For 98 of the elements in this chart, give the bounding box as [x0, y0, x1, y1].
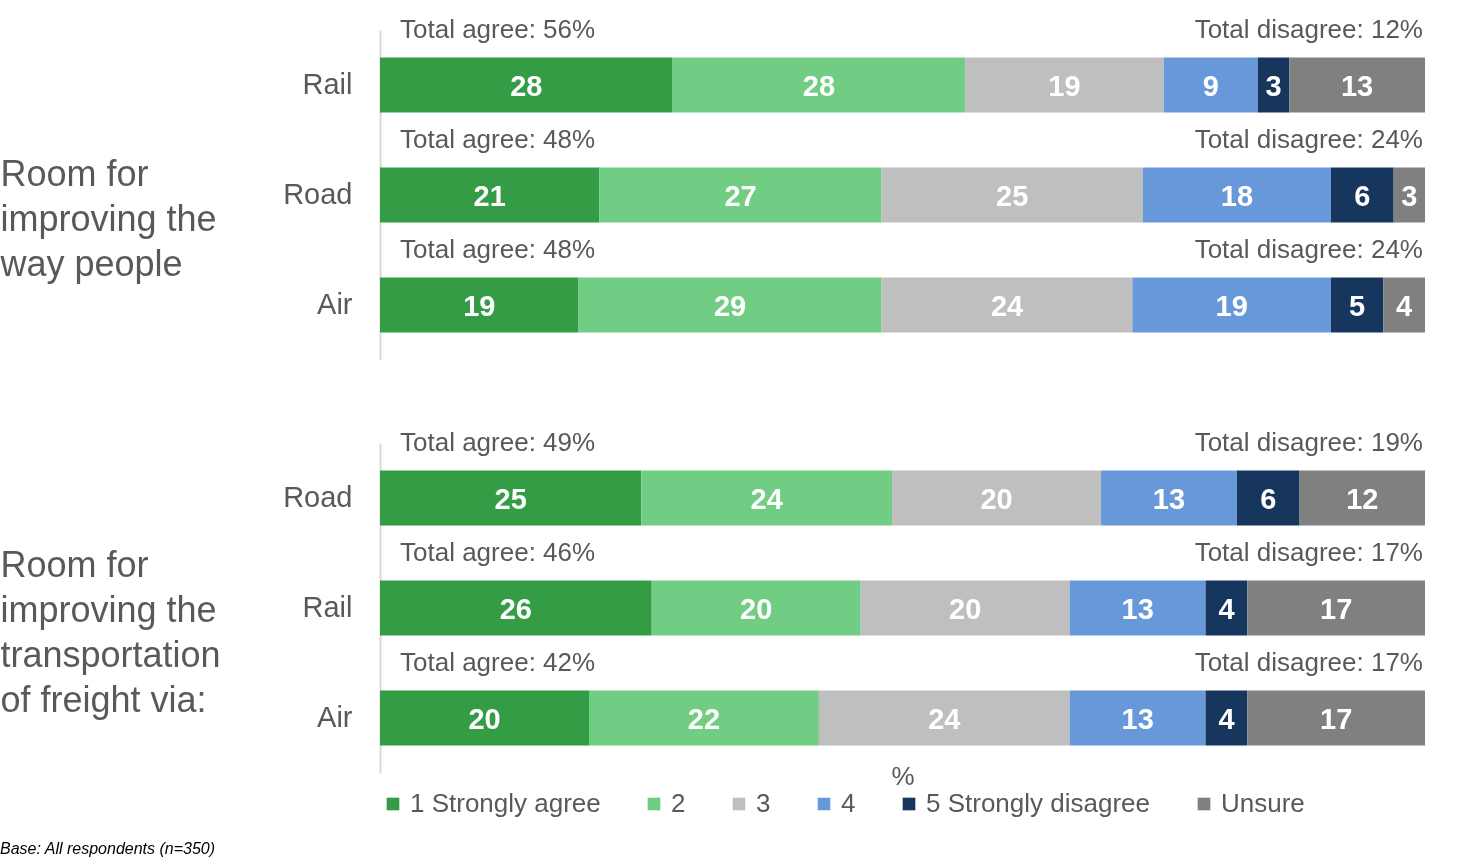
legend-label: 5 Strongly disagree	[926, 788, 1151, 818]
bar	[892, 470, 1102, 526]
annotation: Total agree: 46%	[400, 537, 596, 567]
legend-label: Unsure	[1221, 788, 1305, 818]
bar	[1163, 57, 1258, 113]
data-label: 27	[724, 180, 757, 212]
bar	[380, 690, 589, 746]
bar	[578, 277, 882, 333]
bar	[1069, 690, 1206, 746]
bar	[380, 470, 642, 526]
annotation: Total disagree: 24%	[1194, 124, 1423, 154]
bar	[672, 57, 966, 113]
bar	[641, 470, 893, 526]
data-label: 17	[1320, 703, 1353, 735]
bar	[1069, 580, 1206, 636]
legend-label: 3	[756, 788, 771, 818]
y-tick-label: Air	[317, 701, 353, 733]
annotation: Total disagree: 17%	[1194, 647, 1423, 677]
data-label: 25	[996, 180, 1029, 212]
bar	[1330, 277, 1384, 333]
data-label: 12	[1346, 483, 1379, 515]
y-tick-label: Rail	[302, 68, 353, 100]
data-label: 20	[949, 593, 982, 625]
bar	[1132, 277, 1331, 333]
y-tick-label: Rail	[302, 591, 353, 623]
data-label: 6	[1354, 180, 1371, 212]
bar	[380, 57, 673, 113]
annotation: Total agree: 48%	[400, 124, 596, 154]
legend-label: 2	[671, 788, 686, 818]
bar	[1205, 690, 1248, 746]
bar	[380, 580, 652, 636]
data-label: 17	[1320, 593, 1353, 625]
data-label: 3	[1265, 70, 1282, 102]
bar	[818, 690, 1070, 746]
bar	[1247, 580, 1425, 636]
data-label: 5	[1349, 290, 1366, 322]
bar	[1383, 277, 1425, 333]
data-label: 13	[1121, 593, 1154, 625]
data-label: 20	[740, 593, 773, 625]
legend-label: 4	[841, 788, 856, 818]
y-axis-title: Room for improving the transportation of freight via:	[0, 543, 221, 720]
data-label: 28	[802, 70, 836, 102]
data-label: 18	[1220, 180, 1254, 212]
bar	[1101, 470, 1237, 526]
annotation: Total disagree: 19%	[1194, 427, 1423, 457]
data-label: 4	[1218, 703, 1235, 735]
data-label: 4	[1218, 593, 1235, 625]
bar	[651, 580, 861, 636]
bar	[1299, 470, 1425, 526]
data-label: 3	[1401, 180, 1418, 212]
bar	[881, 167, 1143, 223]
data-label: 4	[1396, 290, 1413, 322]
annotation: Total disagree: 17%	[1194, 537, 1423, 567]
bar	[881, 277, 1133, 333]
data-label: 13	[1121, 703, 1154, 735]
bar	[1247, 690, 1425, 746]
bar	[965, 57, 1164, 113]
data-label: 29	[713, 290, 747, 322]
data-label: 19	[463, 290, 496, 322]
bar	[380, 167, 600, 223]
data-label: 25	[494, 483, 527, 515]
bar	[1289, 57, 1425, 113]
bar	[599, 167, 882, 223]
data-label: 24	[928, 703, 961, 735]
bar	[860, 580, 1070, 636]
bar	[589, 690, 819, 746]
annotation: Total agree: 48%	[400, 234, 596, 264]
text: Base: All respondents (n=350)	[0, 840, 216, 858]
annotation: Total disagree: 24%	[1194, 234, 1423, 264]
data-label: 19	[1215, 290, 1248, 322]
data-label: 13	[1152, 483, 1186, 515]
x-axis-title: %	[891, 760, 915, 791]
y-tick-label: Air	[317, 288, 353, 320]
data-label: 28	[510, 70, 543, 102]
annotation: Total disagree: 12%	[1194, 14, 1423, 44]
bar	[1142, 167, 1331, 223]
data-label: 9	[1202, 70, 1219, 102]
data-label: 24	[750, 483, 783, 515]
y-tick-label: Road	[283, 481, 353, 513]
data-label: 6	[1260, 483, 1277, 515]
data-label: 26	[499, 593, 532, 625]
y-axis-title: Room for improving the way people	[0, 153, 217, 284]
data-label: 22	[687, 703, 721, 735]
bar	[1236, 470, 1300, 526]
data-label: 13	[1340, 70, 1374, 102]
legend-label: 1 Strongly agree	[410, 788, 601, 818]
bar	[1205, 580, 1248, 636]
bar	[380, 277, 579, 333]
y-tick-label: Road	[283, 178, 353, 210]
annotation: Total agree: 49%	[400, 427, 596, 457]
annotation: Total agree: 56%	[400, 14, 596, 44]
annotation: Total agree: 42%	[400, 647, 596, 677]
data-label: 24	[990, 290, 1024, 322]
data-label: 20	[468, 703, 501, 735]
data-label: 21	[473, 180, 506, 212]
data-label: 20	[980, 483, 1013, 515]
data-label: 19	[1048, 70, 1081, 102]
bar	[1330, 167, 1394, 223]
